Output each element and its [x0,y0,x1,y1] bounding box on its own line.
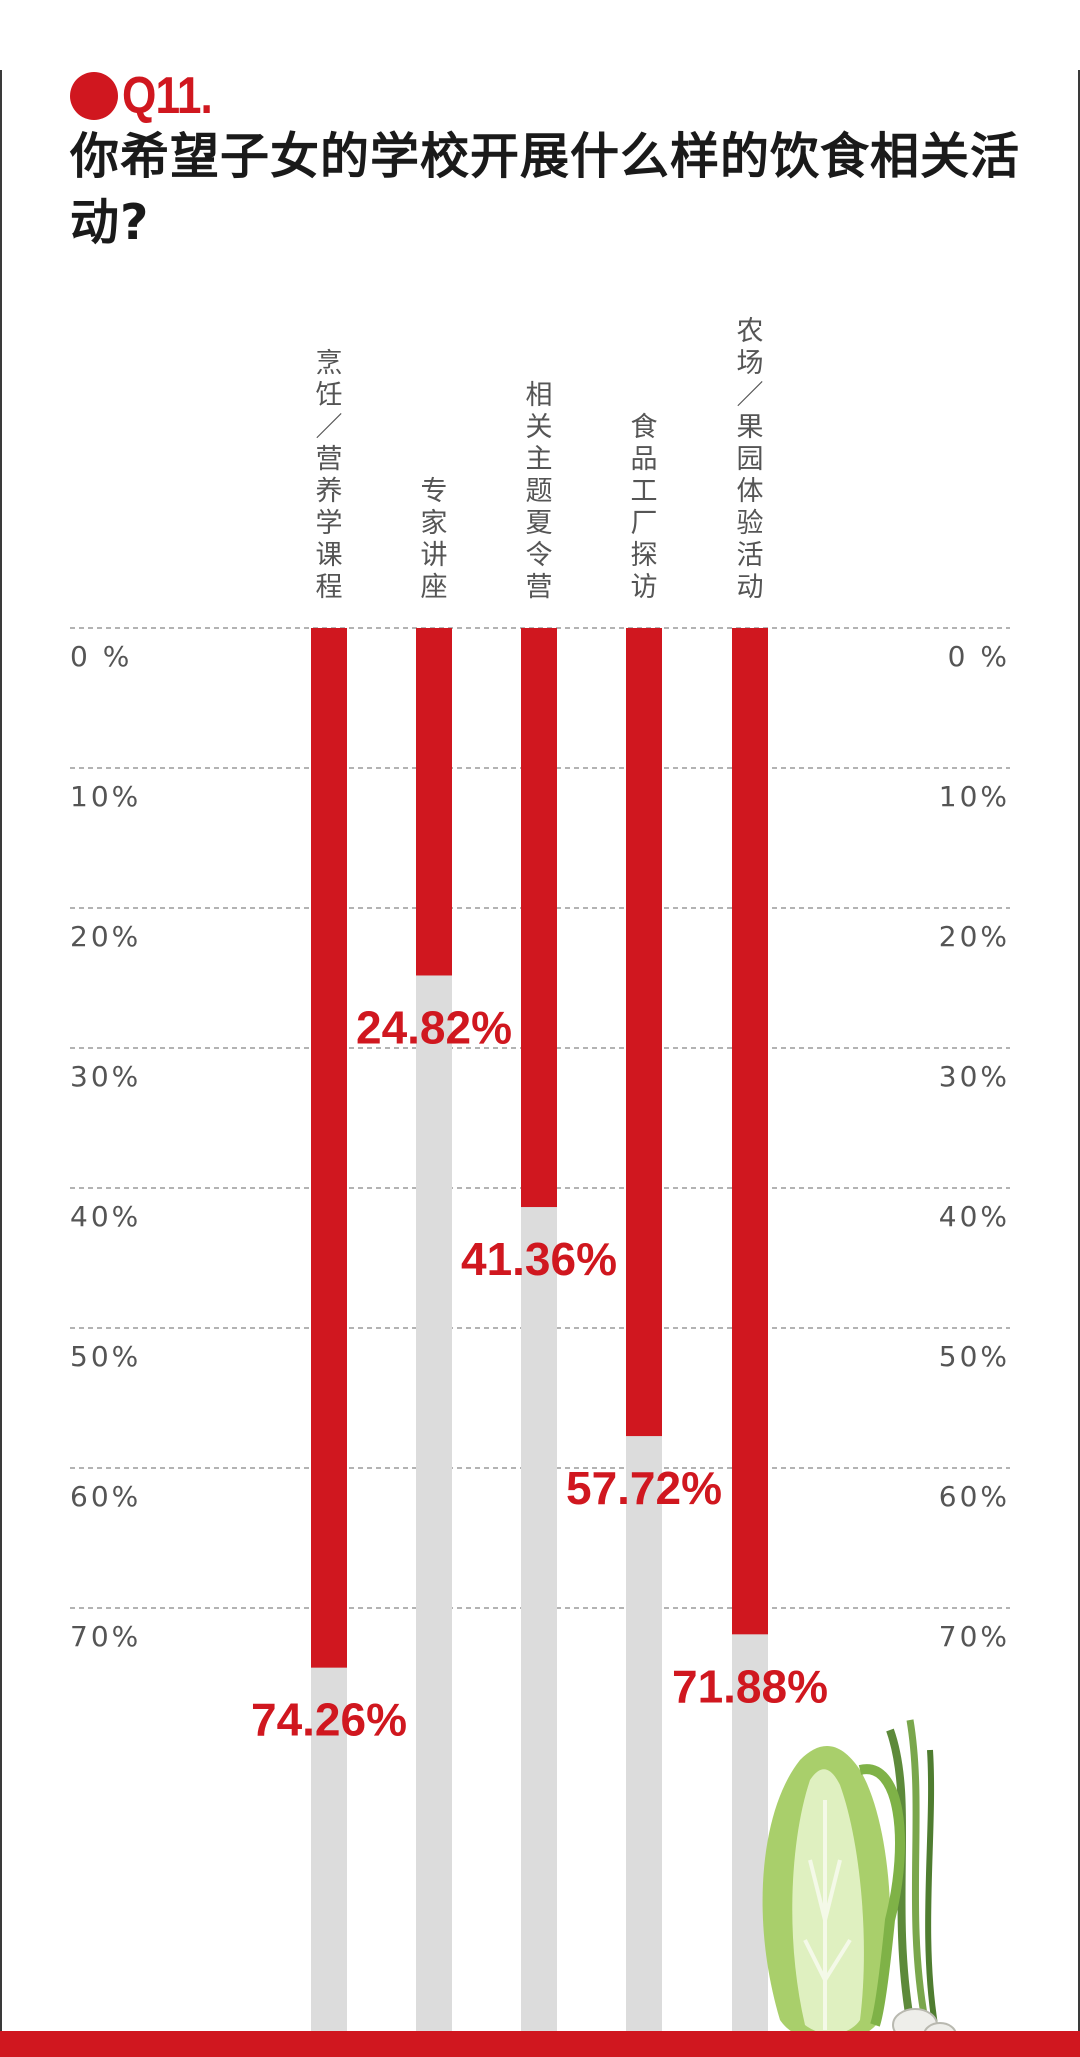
y-tick-label-right: 70% [939,1620,1010,1653]
data-label: 71.88% [672,1660,828,1712]
y-tick-label-left: 50% [70,1340,141,1373]
data-label: 74.26% [251,1694,407,1746]
y-tick-label-right: 50% [939,1340,1010,1373]
y-tick-label-left: 10% [70,780,141,813]
category-label: 烹饪／营养学课程 [316,348,343,603]
y-tick-label-right: 10% [939,780,1010,813]
y-tick-label-left: 30% [70,1060,141,1093]
question-number: Q11. [122,67,213,125]
bar [521,628,557,1208]
y-tick-label-right: 40% [939,1200,1010,1233]
red-dot-icon [70,72,118,120]
y-tick-label-left: 40% [70,1200,141,1233]
bar [311,628,347,1668]
question-header: Q11. [70,67,228,125]
category-label: 专家讲座 [421,476,448,603]
y-tick-label-left: 20% [70,920,141,953]
data-label: 41.36% [461,1233,617,1285]
bar [732,628,768,1635]
y-tick-label-right: 30% [939,1060,1010,1093]
page-frame [0,70,1080,2040]
bar [416,628,452,976]
napa-cabbage-and-spring-onion-icon [762,1719,957,2048]
bottom-accent-bar [0,2031,1080,2057]
bar [626,628,662,1437]
y-tick-label-right: 60% [939,1480,1010,1513]
question-title: 你希望子女的学校开展什么样的饮食相关活动? [70,128,1021,251]
y-tick-label-left: 60% [70,1480,141,1513]
y-tick-label-right: 0 % [948,640,1010,673]
data-label: 24.82% [356,1001,512,1053]
category-label: 相关主题夏令营 [526,380,553,603]
data-label: 57.72% [566,1462,722,1514]
y-tick-label-left: 0 % [70,640,132,673]
category-label: 农场／果园体验活动 [737,316,764,603]
y-tick-label-left: 70% [70,1620,141,1653]
y-tick-label-right: 20% [939,920,1010,953]
category-label: 食品工厂探访 [631,412,658,603]
